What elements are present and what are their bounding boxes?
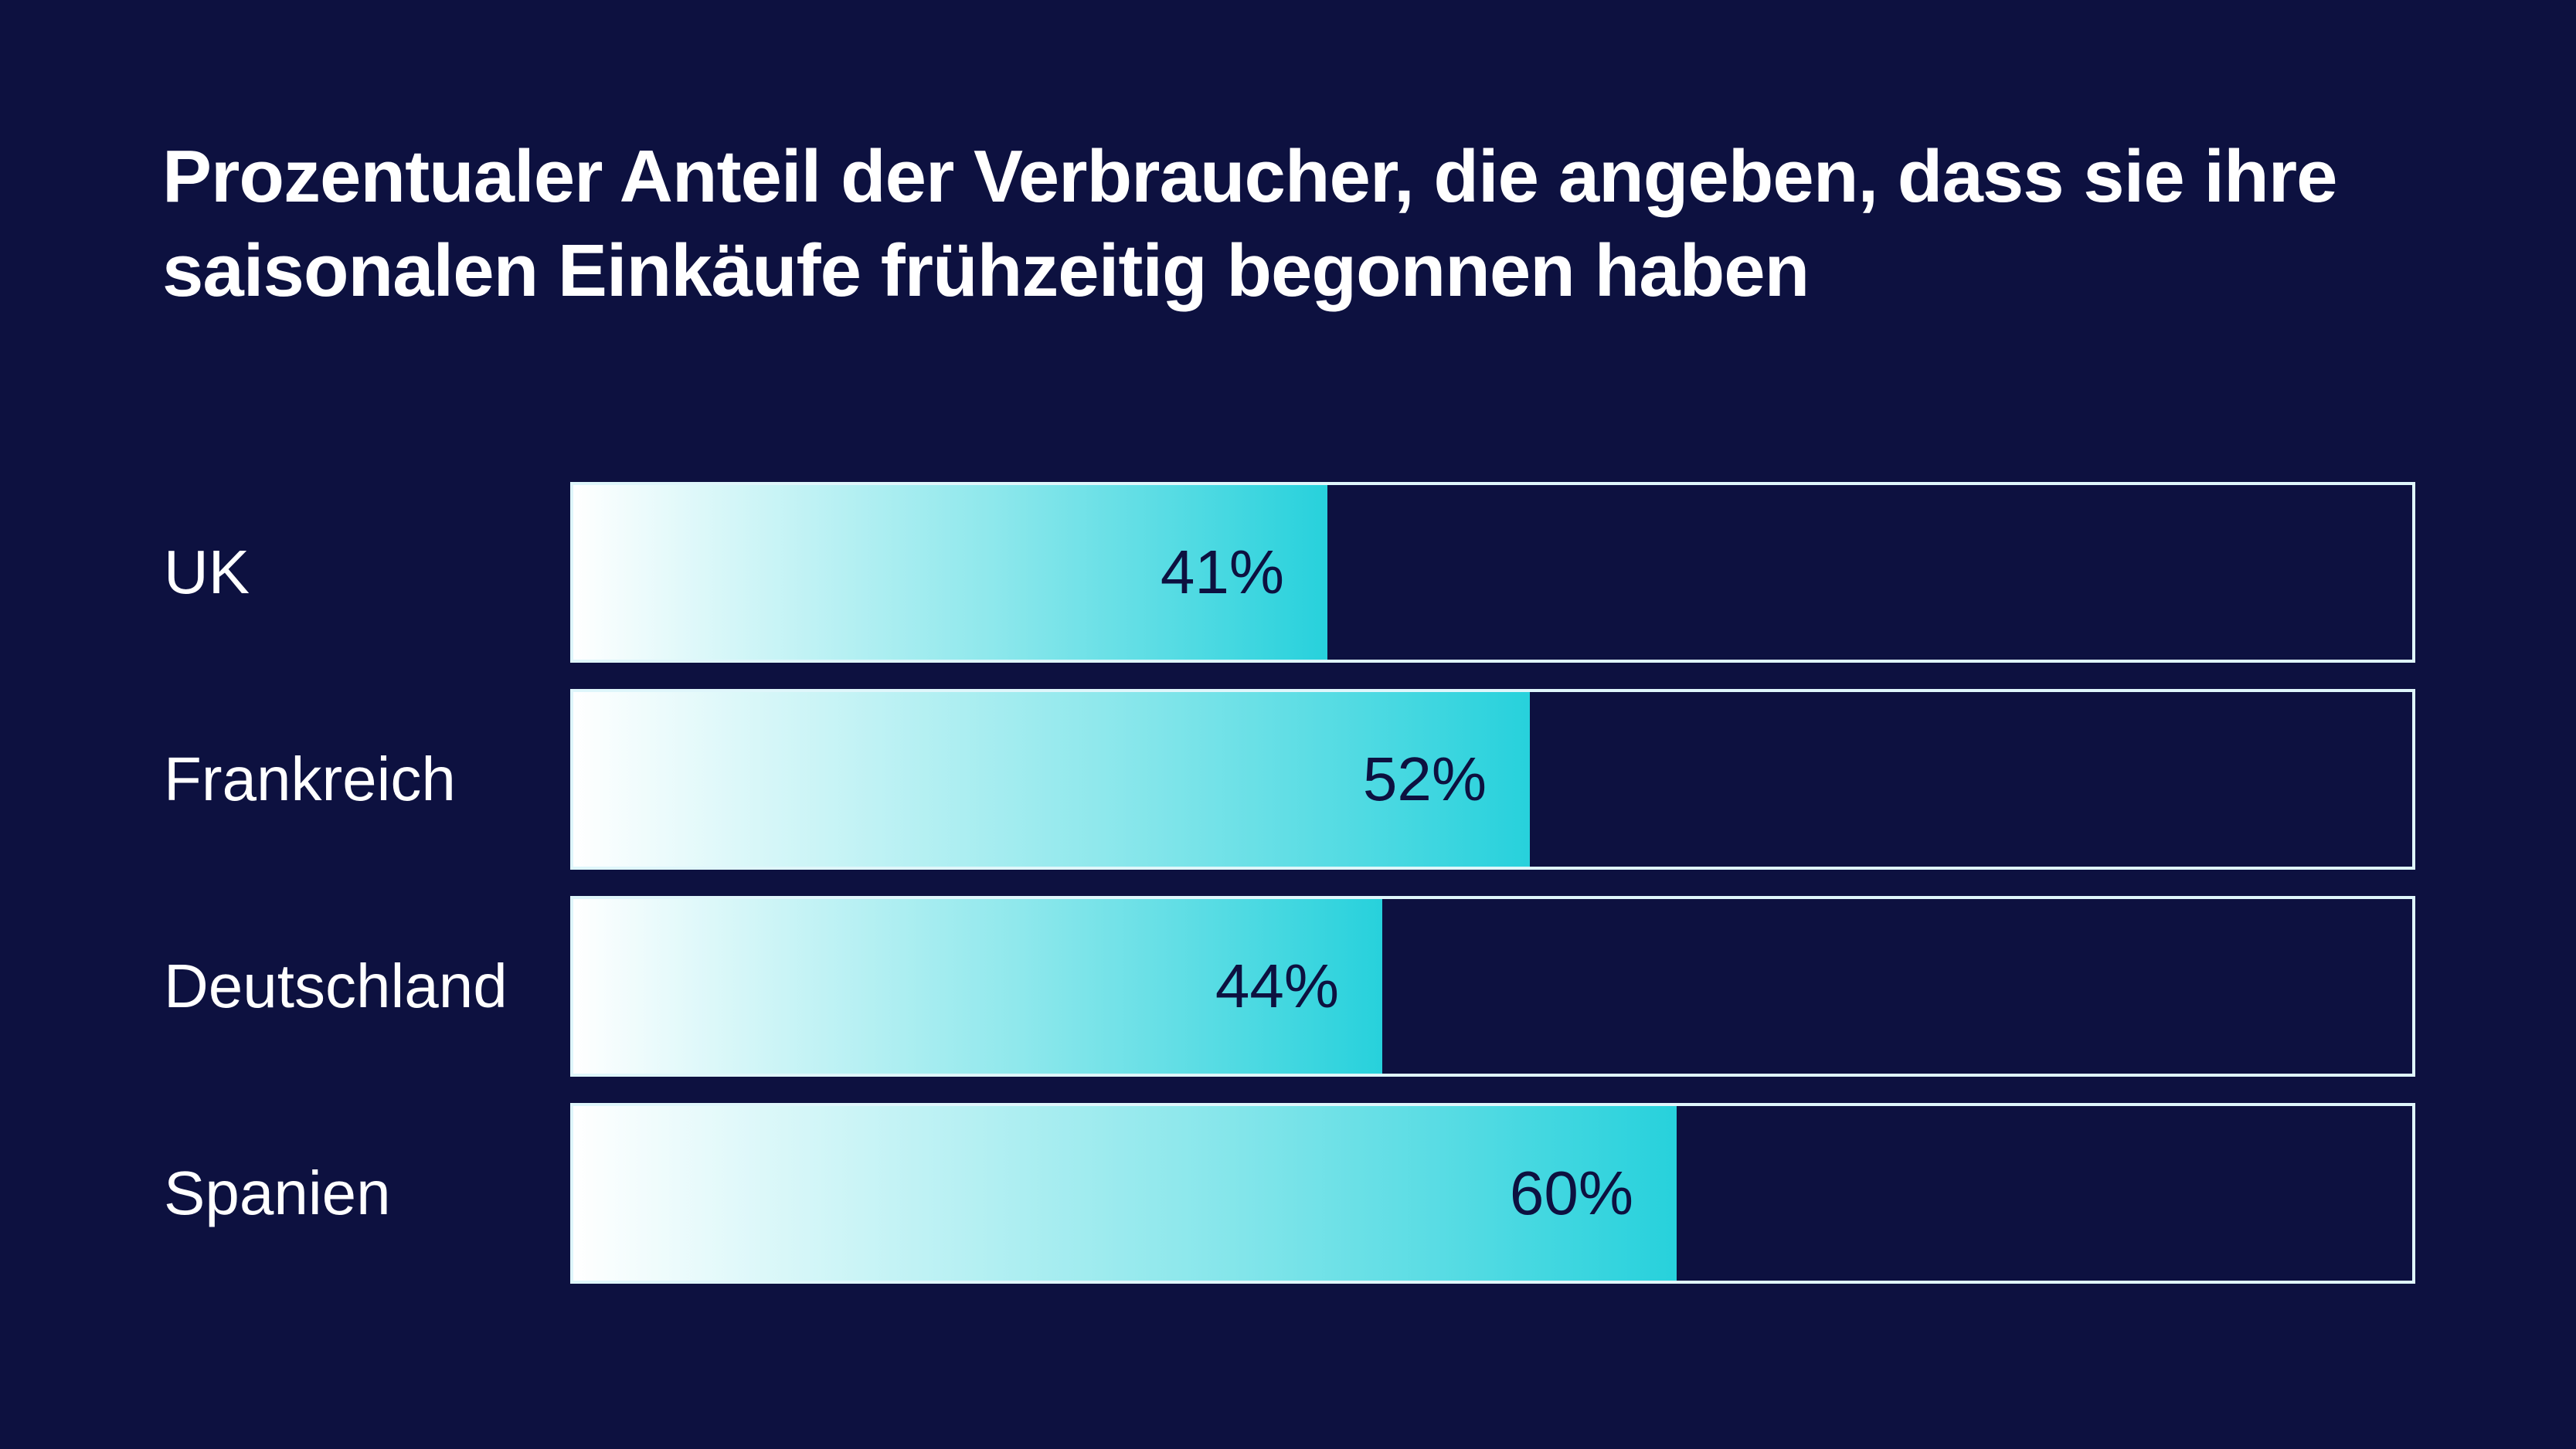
value-label: 52% <box>1362 745 1487 813</box>
bar-fill <box>573 692 1530 867</box>
bar-row: Deutschland 44% <box>0 896 2576 1077</box>
bar-row: Frankreich 52% <box>0 689 2576 870</box>
bar-track: 41% <box>570 482 2415 663</box>
value-label: 41% <box>1160 538 1284 606</box>
chart-title: Prozentualer Anteil der Verbraucher, die… <box>162 135 2337 312</box>
category-label: Deutschland <box>164 952 508 1020</box>
value-label: 60% <box>1509 1159 1633 1227</box>
bar-track: 44% <box>570 896 2415 1077</box>
bar-row: Spanien 60% <box>0 1103 2576 1284</box>
category-label: Frankreich <box>164 745 456 813</box>
bar-row: UK 41% <box>0 482 2576 663</box>
bar-fill <box>573 899 1382 1074</box>
bar-track: 60% <box>570 1103 2415 1284</box>
bar-track: 52% <box>570 689 2415 870</box>
category-label: UK <box>164 538 250 606</box>
value-label: 44% <box>1215 952 1339 1020</box>
bar-fill <box>573 485 1327 660</box>
bar-fill <box>573 1106 1677 1281</box>
category-label: Spanien <box>164 1159 391 1227</box>
